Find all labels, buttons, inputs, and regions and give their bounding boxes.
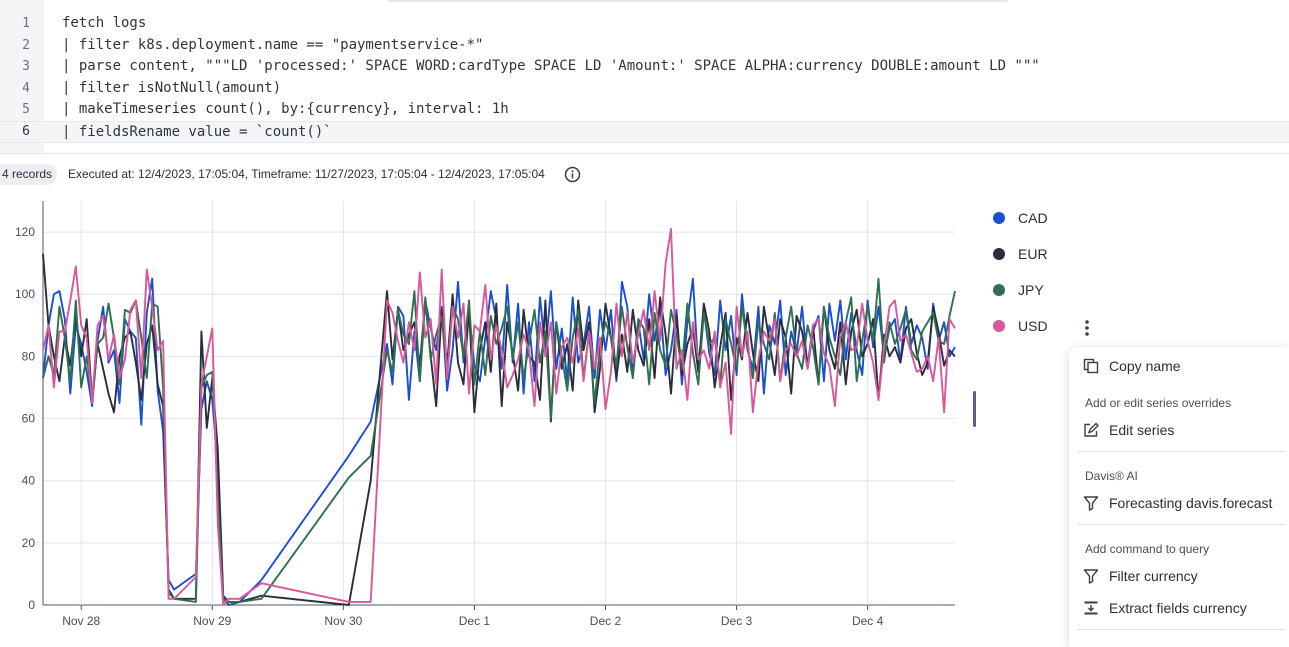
line-number: 3 — [22, 59, 30, 74]
extract-fields-icon — [1084, 601, 1098, 615]
legend-scroll-handle[interactable] — [973, 391, 976, 427]
line-number: 5 — [22, 102, 30, 117]
edit-series-menu-item[interactable]: Edit series — [1069, 416, 1289, 444]
x-tick-label: Dec 2 — [590, 614, 622, 628]
extract-fields-menu-item[interactable]: Extract fields currency — [1069, 594, 1289, 622]
execution-info-text: Executed at: 12/4/2023, 17:05:04, Timefr… — [68, 167, 545, 181]
series-line-jpy[interactable] — [42, 277, 956, 603]
records-count-badge: 4 records — [0, 164, 58, 185]
line-number: 4 — [22, 81, 30, 96]
command-section-header: Add command to query — [1085, 542, 1210, 556]
edit-icon — [1084, 422, 1099, 437]
series-line-eur[interactable] — [42, 253, 956, 606]
filter-currency-menu-item[interactable]: Filter currency — [1069, 562, 1289, 590]
legend-item-usd[interactable]: USD — [990, 315, 1080, 337]
menu-divider — [1077, 629, 1285, 630]
series-context-menu: Copy name Add or edit series overrides E… — [1069, 347, 1289, 647]
legend-swatch — [993, 320, 1005, 332]
menu-item-label: Copy name — [1109, 358, 1181, 374]
copy-name-menu-item[interactable]: Copy name — [1069, 352, 1289, 380]
code-line-6[interactable]: 6 | fieldsRename value = `count()` — [0, 121, 1289, 143]
code-text: | filter isNotNull(amount) — [62, 80, 282, 96]
y-tick-label: 20 — [22, 536, 36, 550]
y-axis: 0 20 40 60 80 100 120 — [15, 225, 35, 612]
legend-label: EUR — [1018, 246, 1048, 262]
legend-swatch — [993, 248, 1005, 260]
x-tick-label: Dec 4 — [852, 614, 884, 628]
series-line-cad[interactable] — [42, 277, 956, 606]
code-line-5[interactable]: 5 | makeTimeseries count(), by:{currency… — [0, 99, 1289, 120]
editor-top-shadow — [388, 0, 1008, 3]
series-line-usd[interactable] — [42, 228, 956, 606]
query-editor[interactable]: 1 fetch logs 2 | filter k8s.deployment.n… — [0, 0, 1289, 154]
line-number: 2 — [22, 38, 30, 53]
y-tick-label: 40 — [22, 474, 36, 488]
davis-section-header: Davis® AI — [1085, 469, 1138, 483]
menu-item-label: Edit series — [1109, 422, 1175, 438]
code-text: | filter k8s.deployment.name == "payment… — [62, 37, 484, 53]
overrides-section-header: Add or edit series overrides — [1085, 396, 1232, 410]
code-line-2[interactable]: 2 | filter k8s.deployment.name == "payme… — [0, 35, 1289, 56]
menu-divider — [1077, 524, 1285, 525]
y-tick-label: 60 — [22, 412, 36, 426]
code-text: | fieldsRename value = `count()` — [62, 124, 332, 140]
code-line-4[interactable]: 4 | filter isNotNull(amount) — [0, 78, 1289, 99]
code-text: | makeTimeseries count(), by:{currency},… — [62, 101, 509, 117]
legend-swatch — [993, 212, 1005, 224]
y-tick-label: 0 — [28, 598, 35, 612]
forecasting-menu-item[interactable]: Forecasting davis.forecast — [1069, 489, 1289, 517]
code-line-1[interactable]: 1 fetch logs — [0, 13, 1289, 34]
filter-funnel-icon — [1083, 569, 1099, 584]
info-circle-icon[interactable] — [564, 166, 581, 183]
legend-item-eur[interactable]: EUR — [990, 243, 1080, 265]
y-tick-label: 100 — [15, 287, 35, 301]
chart-grid — [42, 201, 955, 606]
line-number: 6 — [22, 124, 30, 139]
filter-funnel-icon — [1083, 496, 1099, 511]
line-number: 1 — [22, 16, 30, 31]
menu-item-label: Extract fields currency — [1109, 600, 1247, 616]
x-tick-label: Nov 28 — [62, 614, 100, 628]
code-text: fetch logs — [62, 15, 147, 31]
legend-label: USD — [1018, 318, 1048, 334]
menu-item-label: Forecasting davis.forecast — [1109, 495, 1273, 511]
code-text: | parse content, """LD 'processed:' SPAC… — [62, 58, 1040, 74]
legend-item-jpy[interactable]: JPY — [990, 279, 1080, 301]
menu-divider — [1077, 451, 1285, 452]
copy-icon — [1083, 358, 1099, 374]
legend-label: CAD — [1018, 210, 1048, 226]
code-line-3[interactable]: 3 | parse content, """LD 'processed:' SP… — [0, 56, 1289, 77]
x-tick-label: Dec 1 — [459, 614, 491, 628]
legend-label: JPY — [1018, 282, 1044, 298]
y-tick-label: 120 — [15, 225, 35, 239]
y-tick-label: 80 — [22, 349, 36, 363]
chart-series — [42, 228, 956, 606]
timeseries-chart[interactable]: 0 20 40 60 80 100 120 Nov 28 Nov 29 Nov 30 Dec 1 D… — [0, 196, 965, 639]
x-tick-label: Dec 3 — [721, 614, 753, 628]
x-tick-label: Nov 29 — [193, 614, 231, 628]
legend-item-cad[interactable]: CAD — [990, 207, 1080, 229]
x-tick-label: Nov 30 — [324, 614, 362, 628]
menu-item-label: Filter currency — [1109, 568, 1198, 584]
more-options-icon[interactable] — [1078, 317, 1096, 339]
x-axis: Nov 28 Nov 29 Nov 30 Dec 1 Dec 2 Dec 3 Dec 4 — [62, 605, 884, 628]
legend-swatch — [993, 284, 1005, 296]
